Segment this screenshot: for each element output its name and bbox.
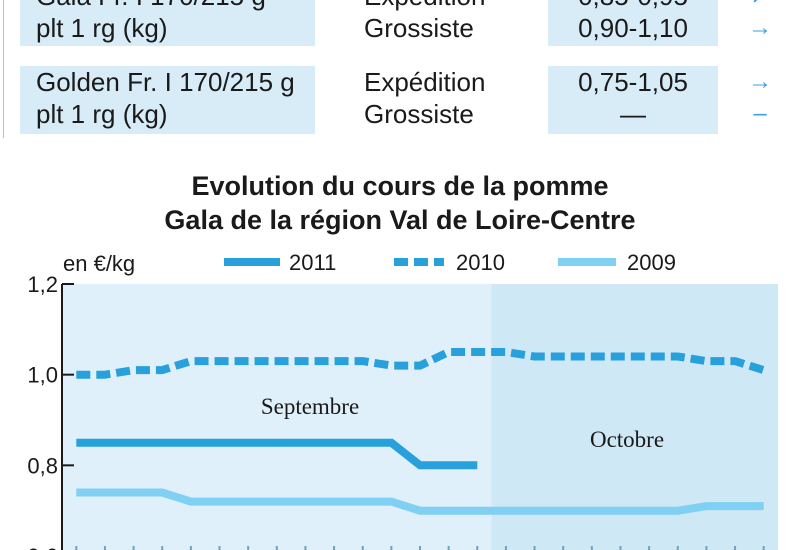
legend-label-2010: 2010 <box>456 250 505 275</box>
month-label-october: Octobre <box>590 427 664 452</box>
price-line2: 0,90-1,10 <box>578 13 688 43</box>
price-line2: — <box>620 99 646 129</box>
y-axis-unit-label: en €/kg <box>63 251 135 276</box>
y-tick-label: 0,6 <box>27 544 58 550</box>
price-line1: 0,75-1,05 <box>578 67 688 97</box>
product-name-line1: Gala Fr. I 170/215 g <box>36 0 266 12</box>
y-tick-label: 1,0 <box>27 363 58 388</box>
trend-none-icon: – <box>753 100 767 127</box>
series-line-2011 <box>76 438 478 470</box>
series-layer <box>76 348 765 515</box>
legend: 2011 2010 2009 <box>224 250 676 275</box>
month-label-september: Septembre <box>261 394 359 419</box>
table-row: Golden Fr. I 170/215 g plt 1 rg (kg) Exp… <box>20 66 800 134</box>
chart-title-line2: Gala de la région Val de Loire-Centre <box>164 205 636 235</box>
product-name-line2: plt 1 rg (kg) <box>36 13 168 43</box>
price-line1: 0,85-0,95 <box>548 0 718 12</box>
market-type-line1: Expédition <box>364 67 486 97</box>
trend-stable-icon: → <box>748 68 772 95</box>
trend-stable-icon: → <box>748 14 772 41</box>
price-table: Gala Fr. I 170/215 g plt 1 rg (kg) Expéd… <box>0 0 800 138</box>
y-axis: 1,2 1,0 0,8 0,6 en €/kg <box>27 251 765 550</box>
market-type-line2: Grossiste <box>364 99 474 129</box>
legend-label-2011: 2011 <box>289 250 336 275</box>
chart-title-line1: Evolution du cours de la pomme <box>191 171 609 201</box>
trend-up-icon: ↗ <box>738 0 782 12</box>
table-row: Gala Fr. I 170/215 g plt 1 rg (kg) Expéd… <box>20 0 800 46</box>
y-tick-label: 0,8 <box>27 453 58 478</box>
series-line-2009 <box>76 488 764 515</box>
legend-label-2009: 2009 <box>627 250 676 275</box>
market-type-line1: Expédition <box>364 0 485 12</box>
product-name-line2: plt 1 rg (kg) <box>36 99 168 129</box>
table-left-rule <box>3 0 4 138</box>
market-type-line2: Grossiste <box>364 13 474 43</box>
y-tick-label: 1,2 <box>27 272 58 297</box>
month-labels: Septembre Octobre <box>261 394 664 452</box>
series-line-2010 <box>76 348 765 379</box>
product-name-line1: Golden Fr. I 170/215 g <box>36 67 295 97</box>
